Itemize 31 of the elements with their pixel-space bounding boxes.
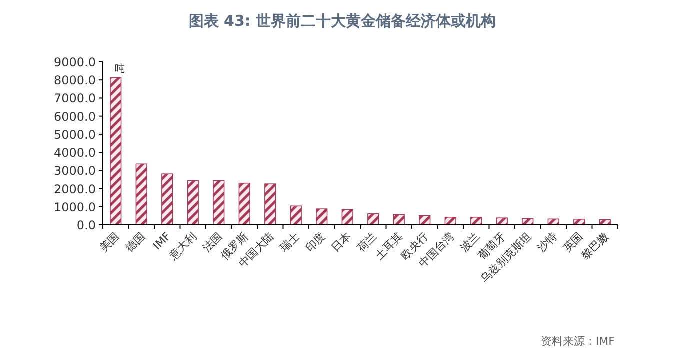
x-tick-label: 瑞士 xyxy=(278,230,302,255)
x-tick-label: 美国 xyxy=(97,230,122,255)
bar xyxy=(342,209,354,226)
chart-title: 图表 43: 世界前二十大黄金储备经济体或机构 xyxy=(188,12,496,30)
bar xyxy=(290,206,302,226)
y-axis-title: 吨 xyxy=(115,63,125,75)
y-tick-label: 5000.0 xyxy=(54,128,96,142)
y-tick-label: 8000.0 xyxy=(54,74,96,88)
bar xyxy=(238,182,250,226)
bar xyxy=(136,164,148,226)
y-tick-label: 3000.0 xyxy=(54,164,96,178)
bar xyxy=(264,184,276,226)
y-tick-label: 4000.0 xyxy=(54,146,96,160)
y-tick-label: 7000.0 xyxy=(54,92,96,106)
bar xyxy=(368,214,380,226)
bar xyxy=(187,180,199,226)
bar xyxy=(496,218,508,226)
x-tick-label: 印度 xyxy=(303,230,328,255)
x-tick-label: 日本 xyxy=(329,230,354,255)
bar xyxy=(213,180,225,226)
bar xyxy=(162,174,174,226)
y-tick-label: 0.0 xyxy=(76,218,96,232)
bar xyxy=(316,208,328,226)
y-tick-label: 9000.0 xyxy=(54,56,96,70)
y-tick-label: 2000.0 xyxy=(54,182,96,196)
bar xyxy=(110,77,122,226)
x-tick-label: 沙特 xyxy=(535,230,560,255)
y-tick-label: 1000.0 xyxy=(54,200,96,214)
text: 资料来源：IMF xyxy=(540,335,615,348)
y-tick-label: 6000.0 xyxy=(54,110,96,124)
x-tick-label: 德国 xyxy=(123,230,148,255)
